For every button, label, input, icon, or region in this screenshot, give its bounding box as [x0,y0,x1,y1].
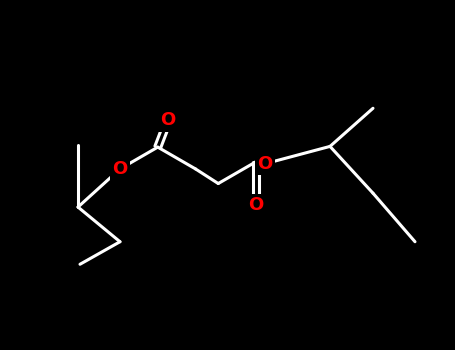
Text: O: O [112,160,127,178]
Text: O: O [248,196,263,214]
Text: O: O [258,155,273,173]
Text: O: O [160,111,176,130]
